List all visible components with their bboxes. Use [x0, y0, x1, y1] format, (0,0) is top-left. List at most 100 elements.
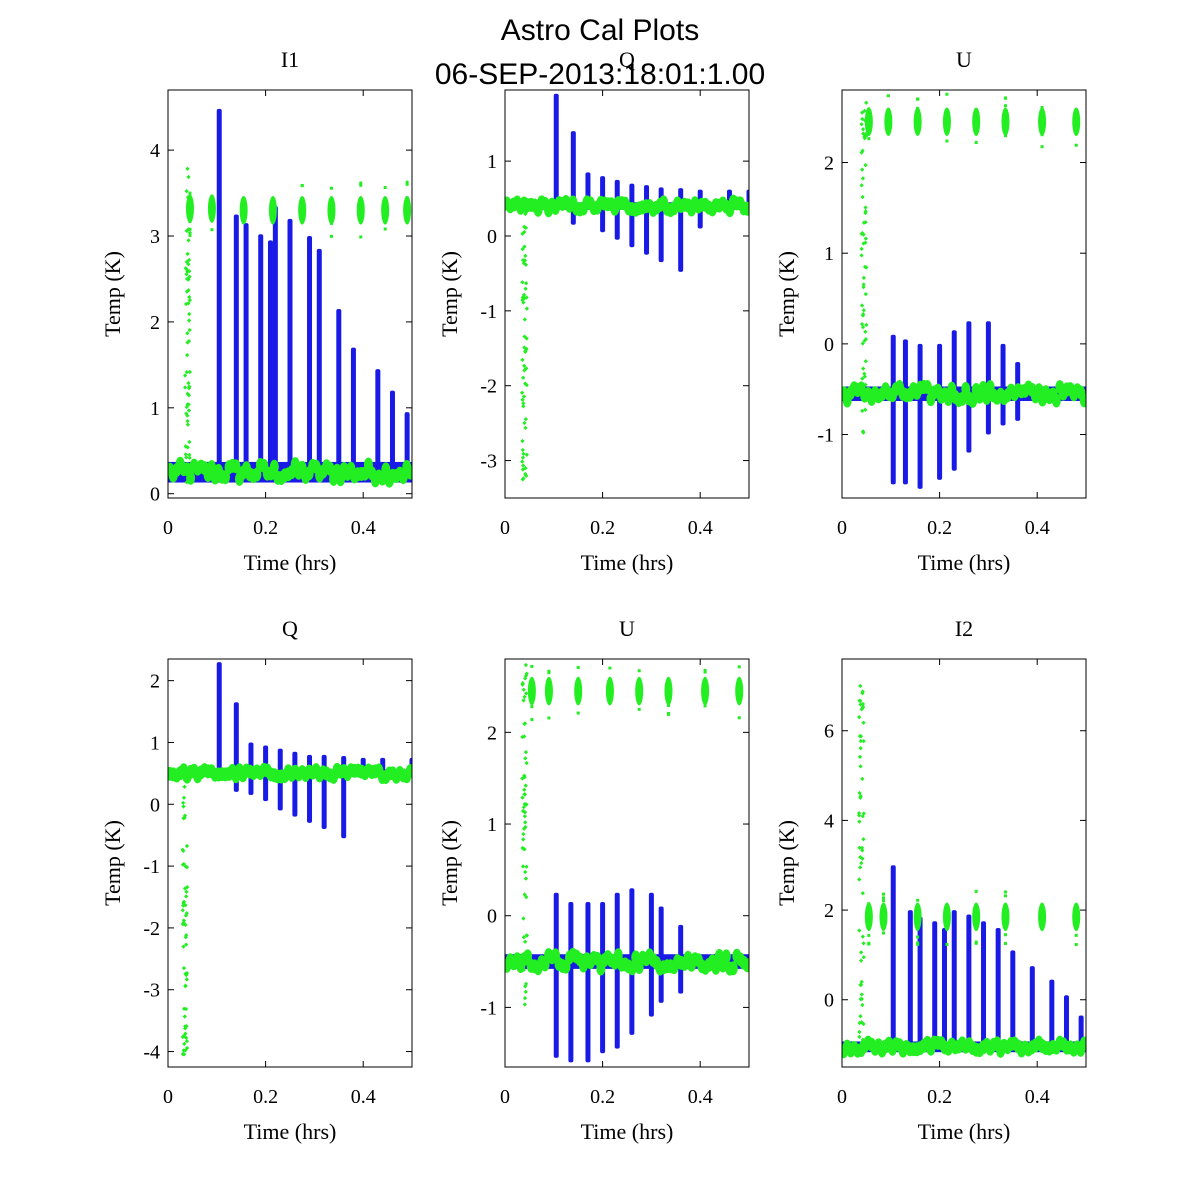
green-point	[231, 459, 241, 474]
y-tick-label: 1	[824, 243, 834, 265]
green-point	[576, 693, 580, 697]
y-tick-label: 2	[150, 671, 160, 693]
blue-spike	[951, 910, 957, 1047]
green-point	[858, 683, 863, 689]
green-point	[522, 995, 528, 1001]
green-point	[181, 899, 187, 904]
subplot-1: 0 1 2 3 4 0 0.2 0.4 I1 Time (hrs) Temp (K)	[100, 47, 413, 575]
green-cluster	[913, 902, 922, 932]
green-point	[405, 196, 409, 200]
blue-spike	[553, 892, 559, 962]
green-point	[742, 958, 749, 973]
green-point	[857, 877, 862, 882]
y-tick-label: 0	[150, 794, 160, 816]
green-point	[185, 251, 190, 257]
green-point	[945, 942, 949, 946]
green-point	[863, 407, 868, 412]
x-tick-label: 0.2	[253, 517, 278, 539]
subplot-title: I2	[955, 616, 973, 641]
green-point	[521, 451, 526, 456]
green-point	[858, 958, 864, 963]
green-point	[524, 281, 529, 286]
subplot-title: U	[956, 47, 972, 72]
green-point	[627, 961, 637, 976]
green-point	[860, 1002, 865, 1008]
y-tick-label: -2	[143, 918, 160, 940]
y-tick-label: 1	[150, 732, 160, 754]
blue-spike	[568, 901, 574, 962]
green-point	[182, 1041, 187, 1046]
green-point	[520, 247, 525, 252]
green-point	[182, 777, 187, 782]
blue-dip	[629, 206, 635, 248]
x-tick-label: 0.4	[351, 1086, 376, 1108]
green-point	[520, 459, 525, 464]
green-point	[521, 967, 526, 972]
green-point	[974, 120, 978, 124]
green-point	[703, 696, 707, 700]
green-point	[860, 313, 866, 318]
green-point	[522, 244, 527, 249]
green-point	[857, 1020, 862, 1026]
blue-spike	[629, 183, 635, 207]
green-point	[520, 455, 526, 460]
blue-spike	[336, 309, 342, 473]
green-point	[383, 213, 387, 217]
blue-dip	[341, 773, 347, 839]
green-point	[666, 712, 670, 716]
x-tick-label: 0	[163, 1086, 173, 1108]
blue-dip	[585, 961, 591, 1063]
green-point	[864, 322, 869, 327]
green-point	[184, 894, 189, 899]
green-point	[522, 892, 527, 897]
green-point	[703, 704, 707, 708]
green-cluster	[327, 195, 336, 225]
green-point	[522, 317, 527, 322]
green-point	[881, 892, 885, 896]
green-point	[1079, 1036, 1086, 1051]
green-point	[184, 1035, 189, 1041]
green-point	[1003, 933, 1007, 937]
green-point	[405, 180, 409, 184]
blue-dip	[966, 393, 972, 453]
green-point	[522, 814, 527, 819]
x-axis-label: Time (hrs)	[918, 1119, 1011, 1144]
green-point	[867, 933, 871, 937]
green-point	[945, 923, 949, 927]
green-point	[737, 695, 741, 699]
green-point	[637, 707, 641, 711]
green-point	[359, 183, 363, 187]
green-cluster	[544, 676, 553, 706]
green-point	[916, 106, 920, 110]
axes-frame	[504, 89, 750, 499]
green-point	[857, 1029, 862, 1035]
green-point	[860, 194, 865, 200]
blue-spike	[614, 892, 620, 962]
green-point	[886, 126, 890, 130]
green-point	[858, 746, 863, 751]
green-point	[1003, 104, 1007, 108]
green-point	[862, 397, 867, 402]
green-point	[637, 692, 641, 696]
axes-frame	[841, 658, 1087, 1068]
green-point	[180, 1034, 185, 1040]
green-point	[188, 191, 192, 195]
green-point	[1003, 134, 1007, 138]
blue-spike	[951, 330, 957, 394]
green-point	[187, 455, 192, 460]
green-point	[859, 253, 864, 258]
blue-dip	[951, 393, 957, 471]
x-axis-label: Time (hrs)	[244, 550, 337, 575]
green-point	[737, 665, 741, 669]
green-point	[867, 107, 871, 111]
green-point	[1003, 942, 1007, 946]
green-point	[881, 931, 885, 935]
green-point	[1040, 115, 1044, 119]
green-point	[1040, 905, 1044, 909]
green-point	[1040, 913, 1044, 917]
green-point	[188, 227, 192, 231]
blue-spike	[404, 412, 410, 473]
green-point	[521, 292, 527, 298]
green-point	[703, 670, 707, 674]
